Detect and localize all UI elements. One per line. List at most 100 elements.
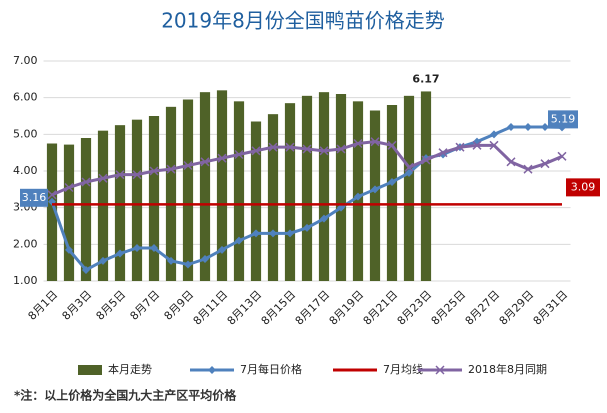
line-marker (166, 164, 176, 174)
data-label-box (548, 110, 578, 129)
line-marker (99, 256, 107, 265)
line-marker (167, 256, 175, 265)
line-marker (320, 214, 328, 223)
bar (284, 103, 296, 282)
line-marker (455, 142, 465, 152)
line-marker (218, 245, 226, 254)
line-marker (337, 203, 345, 212)
data-label: 6.17 (412, 72, 439, 85)
line-marker (116, 249, 124, 258)
bar (386, 105, 398, 281)
line-marker (82, 266, 90, 274)
line-marker (421, 155, 431, 165)
x-tick-label: 8月23日 (395, 288, 435, 328)
line-marker (65, 245, 73, 254)
bar (131, 119, 143, 282)
line-marker (541, 123, 549, 131)
line-marker (354, 192, 362, 201)
y-tick-label: 1.00 (13, 274, 38, 287)
line-marker (404, 162, 414, 172)
line-marker (98, 173, 108, 183)
bar (46, 143, 58, 281)
bar (233, 101, 245, 281)
y-tick-label: 5.00 (13, 127, 38, 140)
line-marker (285, 142, 295, 152)
bar (420, 91, 432, 281)
x-tick-label: 8月17日 (293, 288, 333, 328)
footnote: *注：以上价格为全国九大主产区平均价格 (14, 388, 237, 403)
x-tick-label: 8月25日 (429, 288, 469, 328)
data-label-box (20, 188, 48, 207)
bar (114, 125, 126, 282)
line-marker (387, 140, 397, 150)
bar (352, 101, 364, 281)
line-marker (251, 146, 261, 156)
line-marker (133, 244, 141, 252)
line-marker (388, 178, 396, 186)
line-marker (64, 182, 74, 193)
line-marker (370, 137, 380, 147)
line-marker (489, 140, 499, 150)
x-tick-label: 8月29日 (497, 288, 537, 328)
bar (267, 114, 279, 282)
x-tick-label: 8月5日 (94, 288, 129, 323)
y-tick-label: 7.00 (13, 54, 38, 67)
line-marker (303, 223, 311, 232)
data-label-box (566, 178, 600, 197)
x-tick-label: 8月27日 (463, 288, 503, 328)
line-marker (184, 260, 192, 269)
line-marker (47, 190, 57, 200)
line-marker (235, 236, 243, 245)
line-marker (524, 123, 532, 131)
bar (301, 95, 313, 281)
legend-label: 7月每日价格 (240, 362, 302, 376)
bar (80, 138, 92, 281)
legend-label: 本月走势 (108, 362, 152, 376)
legend-label: 7月均线 (383, 362, 423, 376)
line-marker (200, 157, 210, 167)
data-label: 5.19 (551, 112, 576, 125)
line-marker (353, 138, 363, 149)
bar (97, 130, 109, 281)
x-tick-label: 8月13日 (225, 288, 265, 328)
x-tick-label: 8月11日 (191, 288, 231, 328)
bar (63, 144, 75, 281)
line-marker (208, 366, 216, 374)
line-marker (132, 170, 142, 180)
legend-label: 2018年8月同期 (468, 362, 547, 376)
line-marker (269, 229, 277, 238)
line-marker (336, 144, 346, 154)
bar (369, 110, 381, 281)
x-tick-label: 8月19日 (327, 288, 367, 328)
x-tick-label: 8月31日 (531, 288, 571, 328)
line-marker (319, 146, 329, 156)
line-marker (183, 160, 193, 171)
line-marker (540, 159, 550, 169)
bar (148, 116, 160, 281)
y-tick-label: 6.00 (13, 91, 38, 104)
line-marker (472, 140, 482, 150)
bar (165, 106, 177, 281)
line-marker (268, 142, 278, 152)
line-marker (506, 157, 516, 167)
bar (182, 99, 194, 281)
line-marker (490, 130, 498, 139)
x-tick-label: 8月7日 (128, 288, 163, 323)
y-tick-label: 2.00 (13, 237, 38, 250)
legend-swatch (78, 365, 102, 375)
line-marker (507, 123, 515, 131)
line-marker (115, 170, 125, 180)
bar (335, 94, 347, 281)
x-tick-label: 8月1日 (26, 288, 61, 323)
data-label: 3.09 (571, 180, 596, 193)
bar (318, 92, 330, 282)
line-marker (201, 255, 209, 263)
line-marker (302, 144, 312, 154)
x-tick-label: 8月3日 (60, 288, 95, 323)
x-tick-label: 8月15日 (259, 288, 299, 328)
line-marker (371, 185, 379, 194)
line-marker (286, 229, 294, 238)
line-marker (557, 151, 567, 161)
line-marker (438, 148, 448, 158)
